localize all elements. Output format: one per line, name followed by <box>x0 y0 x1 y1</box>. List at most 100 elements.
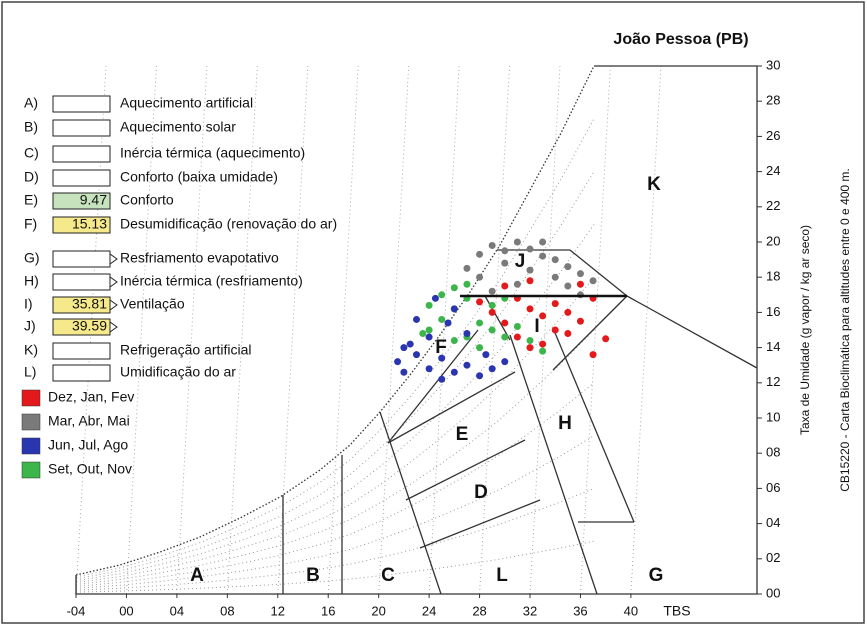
zone-label: J <box>515 251 526 272</box>
data-point <box>589 351 597 359</box>
x-tick-label: 24 <box>422 603 436 618</box>
data-point <box>488 365 496 373</box>
grid-line <box>579 65 611 595</box>
x-tick-label: 04 <box>170 603 184 618</box>
x-tick-label: 28 <box>472 603 486 618</box>
x-axis-label: TBS <box>663 603 690 619</box>
data-point <box>425 333 433 341</box>
zone-letter: E) <box>24 192 38 208</box>
data-point <box>564 308 572 316</box>
y-tick-label: 12 <box>766 374 780 389</box>
zone-letter: I) <box>24 296 33 312</box>
x-tick-label: 00 <box>119 603 133 618</box>
y-tick-label: 00 <box>766 585 780 600</box>
data-point <box>526 337 534 345</box>
x-tick-label: 32 <box>523 603 537 618</box>
zone-box <box>52 250 111 268</box>
data-point <box>526 266 534 274</box>
side-note: CB15220 - Carta Bioclimática para altitu… <box>838 168 852 492</box>
zone-label: E <box>456 424 469 445</box>
data-point <box>450 305 458 313</box>
data-point <box>463 330 471 338</box>
data-point <box>413 351 420 359</box>
data-point <box>476 298 484 306</box>
data-point <box>539 252 547 260</box>
zone-line <box>509 334 598 595</box>
data-point <box>438 315 446 323</box>
data-point <box>526 344 534 352</box>
data-point <box>444 319 452 327</box>
data-point <box>501 358 509 366</box>
y-tick-label: 10 <box>766 409 780 424</box>
data-point <box>539 347 547 355</box>
data-point <box>576 280 584 288</box>
data-point <box>513 322 521 330</box>
zone-label: K <box>647 174 661 195</box>
data-point <box>463 280 471 288</box>
grid <box>75 65 662 595</box>
zone-letter: K) <box>24 342 38 358</box>
x-tick-label: 20 <box>371 603 385 618</box>
data-point <box>425 365 433 373</box>
data-point <box>551 300 559 308</box>
data-point <box>400 344 408 352</box>
rh-curve <box>75 118 595 578</box>
zone-box <box>52 342 111 360</box>
zone-box <box>52 192 111 210</box>
data-point <box>501 259 509 267</box>
grid-line <box>176 65 208 595</box>
data-point <box>438 375 446 383</box>
zone-label: D <box>474 482 488 503</box>
zone-box <box>52 169 111 187</box>
rh-curve <box>75 276 595 584</box>
data-point <box>476 250 484 258</box>
zone-name: Aquecimento solar <box>120 119 236 135</box>
zone-arrow <box>109 299 118 311</box>
legend-swatch <box>21 437 41 455</box>
zone-name: Conforto (baixa umidade) <box>120 169 278 185</box>
data-point <box>501 333 509 341</box>
data-point <box>400 368 408 376</box>
rh-curve <box>75 224 595 582</box>
data-point <box>564 330 572 338</box>
zone-box <box>52 216 111 234</box>
zone-name: Inércia térmica (resfriamento) <box>120 273 303 289</box>
y-tick-label: 26 <box>766 128 780 143</box>
zone-name: Conforto <box>120 192 174 208</box>
legend-swatch <box>21 413 41 431</box>
legend-label: Jun, Jul, Ago <box>48 437 128 453</box>
data-point <box>513 280 521 288</box>
data-point <box>419 330 427 338</box>
zone-value: 15.13 <box>72 216 107 232</box>
zone-line <box>552 295 628 371</box>
grid-line <box>529 65 561 595</box>
data-point <box>476 273 484 281</box>
y-tick-label: 16 <box>766 304 780 319</box>
x-tick-label: 40 <box>624 603 638 618</box>
data-point <box>488 287 496 295</box>
zone-line <box>387 329 479 444</box>
grid-line <box>125 65 157 595</box>
data-point <box>488 308 496 316</box>
zone-name: Umidificação do ar <box>120 364 236 380</box>
data-point <box>564 263 572 271</box>
zone-name: Desumidificação (renovação do ar) <box>120 216 337 232</box>
zone-value: 9.47 <box>80 192 107 208</box>
zone-letter: B) <box>24 119 38 135</box>
zone-label: B <box>306 565 320 586</box>
zone-value: 35.81 <box>72 296 107 312</box>
data-point <box>488 301 496 309</box>
data-point <box>602 335 610 343</box>
y-tick-label: 30 <box>766 57 780 72</box>
zone-line <box>626 295 758 369</box>
rh-curve <box>75 487 595 591</box>
data-point <box>476 344 484 352</box>
legend-swatch <box>21 461 41 479</box>
zone-label: A <box>190 565 204 586</box>
zone-name: Resfriamento evapotativo <box>120 250 279 266</box>
data-point <box>394 358 402 366</box>
zone-box <box>52 119 111 137</box>
data-point <box>488 242 496 250</box>
data-point <box>463 264 471 272</box>
